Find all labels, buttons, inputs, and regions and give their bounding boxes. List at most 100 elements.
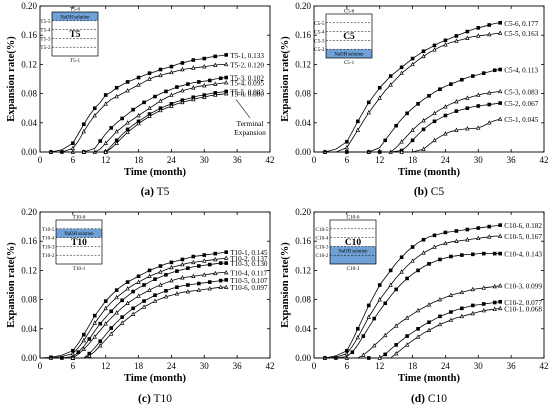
data-point	[103, 101, 108, 106]
data-point	[427, 320, 431, 325]
data-point	[471, 252, 475, 257]
y-tick-label: 0.16	[21, 236, 37, 246]
data-point	[416, 102, 420, 106]
data-point	[191, 96, 196, 102]
data-point	[460, 306, 464, 311]
data-point	[410, 245, 415, 249]
data-point	[224, 61, 229, 67]
data-point	[356, 119, 360, 124]
data-point	[191, 65, 196, 70]
data-point	[459, 313, 465, 319]
x-axis-label: Time (month)	[398, 167, 460, 178]
data-point	[224, 80, 229, 85]
data-point	[186, 82, 190, 86]
series-end-label: C10-6, 0.182	[504, 222, 542, 230]
data-point	[481, 307, 486, 313]
data-point	[476, 104, 481, 108]
series-line	[314, 32, 501, 153]
data-point	[136, 279, 141, 284]
series-end-label: T5-4, 0.095	[230, 80, 264, 88]
data-point	[152, 298, 158, 303]
data-point	[180, 61, 185, 65]
data-point	[438, 314, 442, 319]
x-tick-label: 36	[507, 155, 517, 165]
data-point	[180, 261, 185, 267]
caption-letter: (b)	[414, 186, 428, 198]
level-label: T5-2	[40, 45, 50, 51]
x-tick-label: 30	[474, 361, 484, 371]
data-point	[147, 113, 152, 118]
data-point	[125, 120, 130, 125]
data-point	[399, 149, 404, 154]
data-point	[476, 226, 481, 230]
data-point	[224, 278, 228, 282]
series-line	[314, 224, 501, 359]
panel-caption: (d) C10	[411, 393, 447, 405]
data-point	[169, 64, 174, 69]
x-tick-label: 0	[312, 361, 317, 371]
caption-letter: (d)	[411, 393, 425, 405]
data-point	[426, 327, 432, 333]
y-tick-label: 0.20	[295, 207, 311, 217]
series-end-label: C5-5, 0.163	[504, 30, 539, 38]
x-axis-label: Time (month)	[398, 373, 460, 384]
x-tick-label: 18	[134, 155, 144, 165]
panel-caption: (a) T5	[141, 186, 170, 198]
data-point	[98, 139, 103, 143]
data-point	[136, 75, 141, 80]
panel-caption: (b) C5	[414, 186, 445, 198]
level-label: T5-6	[70, 7, 80, 13]
y-tick-label: 0.16	[21, 30, 37, 40]
data-point	[164, 272, 168, 277]
data-point	[76, 350, 81, 354]
series-line	[314, 301, 501, 359]
y-tick-label: 0.12	[295, 59, 311, 69]
data-point	[481, 251, 486, 256]
data-point	[82, 332, 86, 337]
data-point	[481, 302, 486, 306]
data-point	[202, 258, 207, 263]
data-point	[197, 80, 201, 84]
data-point	[498, 20, 502, 25]
series-1: C10-5, 0.167	[314, 233, 542, 360]
data-point	[377, 355, 382, 360]
data-point	[207, 78, 212, 83]
data-point	[70, 351, 76, 356]
y-tick-label: 0.16	[295, 30, 311, 40]
data-point	[158, 282, 163, 287]
data-point	[213, 62, 218, 67]
solution-band	[326, 49, 372, 58]
data-point	[169, 103, 174, 108]
y-tick-label: 0.20	[21, 207, 37, 217]
data-point	[202, 253, 207, 257]
series-end-label: C10-1, 0.068	[504, 305, 542, 313]
data-point	[487, 120, 492, 125]
series-end-label: T5-2, 0.120	[230, 61, 264, 69]
y-axis-label: Expansion rate(%)	[280, 242, 291, 328]
data-point	[498, 305, 503, 311]
data-point	[476, 33, 481, 38]
series-5: T10-6, 0.097	[40, 284, 268, 360]
data-point	[410, 56, 415, 61]
data-point	[136, 120, 141, 126]
series-5: T5-6, 0.080	[40, 91, 264, 154]
data-point	[476, 125, 481, 130]
data-point	[449, 310, 453, 314]
annotation-text: Terminal	[237, 119, 264, 128]
y-tick-label: 0.04	[295, 324, 311, 334]
data-point	[498, 223, 502, 227]
data-point	[98, 339, 103, 344]
y-tick-label: 0.00	[295, 353, 311, 363]
panel-caption: (c) T10	[138, 393, 172, 405]
data-point	[476, 235, 481, 241]
data-point	[471, 74, 475, 78]
data-point	[180, 66, 185, 72]
data-point	[476, 26, 481, 30]
plot-frame	[313, 211, 545, 359]
data-point	[448, 317, 454, 322]
data-point	[131, 306, 135, 311]
data-point	[103, 299, 108, 303]
data-point	[142, 283, 146, 287]
data-point	[136, 82, 141, 87]
